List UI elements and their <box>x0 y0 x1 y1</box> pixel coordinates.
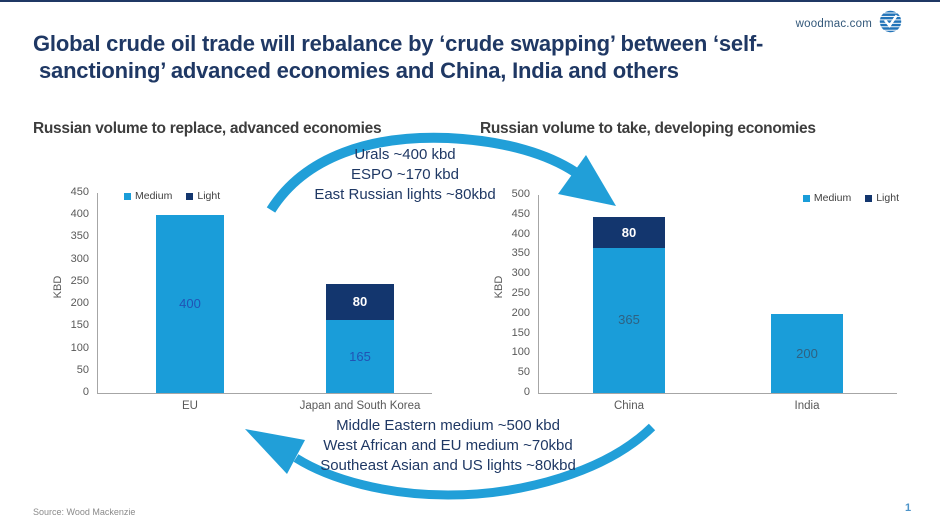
bottom-arrow-head <box>245 429 305 474</box>
bar-segment-medium: 365 <box>593 248 665 393</box>
y-tick-label: 100 <box>70 341 89 354</box>
y-tick-label: 350 <box>70 230 89 243</box>
legend-swatch-icon <box>186 192 194 200</box>
y-tick-label: 0 <box>523 386 530 398</box>
woodmac-circle-logo-icon <box>879 10 902 38</box>
y-tick-label: 50 <box>517 366 530 379</box>
x-category-label: India <box>794 400 820 412</box>
chart-legend: Medium Light <box>802 192 899 204</box>
bar-value-label: 365 <box>618 312 640 328</box>
slide-title: Global crude oil trade will rebalance by… <box>33 30 923 84</box>
bar-value-label: 400 <box>179 296 201 312</box>
top-arrow-annotation: Urals ~400 kbd ESPO ~170 kbd East Russia… <box>245 145 565 205</box>
y-tick-label: 400 <box>70 208 89 221</box>
x-axis-line <box>97 393 432 394</box>
legend-label: Light <box>876 192 899 204</box>
y-tick-label: 450 <box>70 186 89 198</box>
y-tick-label: 300 <box>511 267 530 280</box>
subtitle-developing-economies: Russian volume to take, developing econo… <box>480 120 816 137</box>
bar-value-label: 80 <box>352 294 368 310</box>
page-number: 1 <box>904 502 912 514</box>
chart-developing-economies: 0 50 100 150 200 250 300 350 400 450 500 365 80 China… <box>470 185 915 425</box>
slide-title-line1: Global crude oil trade will rebalance by… <box>33 31 764 56</box>
y-tick-label: 150 <box>511 326 530 339</box>
y-axis-line <box>538 195 539 393</box>
annotation-line: East Russian lights ~80kbd <box>314 186 496 203</box>
chart-advanced-economies: 0 50 100 150 200 250 300 350 400 450 400 EU 165 80 Jap… <box>52 185 455 425</box>
bar-value-label: 80 <box>621 224 637 240</box>
legend-label: Medium <box>135 190 173 202</box>
legend-item-light: Light <box>865 192 899 204</box>
x-category-label: China <box>613 400 645 412</box>
brand-header: woodmac.com <box>796 10 902 38</box>
y-tick-label: 200 <box>511 306 530 319</box>
annotation-line: West African and EU medium ~70kbd <box>323 437 573 454</box>
y-tick-label: 0 <box>82 386 89 398</box>
woodmac-url-link[interactable]: woodmac.com <box>795 18 872 30</box>
bar-segment-medium: 165 <box>326 319 394 393</box>
y-tick-label: 150 <box>70 319 89 332</box>
y-tick-label: 500 <box>511 188 530 200</box>
annotation-line: Middle Eastern medium ~500 kbd <box>336 417 560 434</box>
legend-swatch-icon <box>865 194 873 202</box>
legend-swatch-icon <box>802 194 810 202</box>
y-axis-title: KBD <box>493 275 505 299</box>
bar-segment-light: 80 <box>593 216 665 249</box>
annotation-line: Southeast Asian and US lights ~80kbd <box>320 457 576 474</box>
x-axis-line <box>538 393 897 394</box>
x-category-label: Japan and South Korea <box>299 400 421 412</box>
slide-title-line2: sanctioning’ advanced economies and Chin… <box>39 58 679 83</box>
bar-segment-light: 80 <box>326 284 394 320</box>
legend-item-light: Light <box>186 190 220 202</box>
annotation-line: Urals ~400 kbd <box>354 146 456 163</box>
y-axis-line <box>97 193 98 393</box>
legend-item-medium: Medium <box>124 190 172 202</box>
legend-label: Medium <box>813 192 852 204</box>
y-tick-label: 300 <box>70 252 89 265</box>
bar-segment-medium: 400 <box>156 215 224 393</box>
annotation-line: ESPO ~170 kbd <box>351 166 459 183</box>
legend-label: Light <box>197 190 221 202</box>
legend-swatch-icon <box>124 192 131 200</box>
y-tick-label: 250 <box>70 274 89 287</box>
bar-segment-medium: 200 <box>771 313 843 393</box>
y-tick-label: 400 <box>511 227 530 240</box>
y-axis-title: KBD <box>52 275 64 299</box>
bottom-arrow-annotation: Middle Eastern medium ~500 kbd West Afri… <box>300 416 596 476</box>
chart-legend: Medium Light <box>124 190 220 202</box>
bar-value-label: 200 <box>796 345 818 361</box>
y-tick-label: 350 <box>511 247 530 260</box>
source-note: Source: Wood Mackenzie <box>33 507 136 517</box>
top-border-rule <box>0 0 940 2</box>
legend-item-medium: Medium <box>802 192 852 204</box>
y-tick-label: 450 <box>511 207 530 220</box>
y-tick-label: 200 <box>70 297 89 310</box>
y-tick-label: 50 <box>76 363 89 376</box>
x-category-label: EU <box>182 400 198 412</box>
y-tick-label: 100 <box>511 346 530 359</box>
subtitle-advanced-economies: Russian volume to replace, advanced econ… <box>33 120 382 137</box>
y-tick-label: 250 <box>511 287 530 299</box>
bar-value-label: 165 <box>349 348 371 364</box>
